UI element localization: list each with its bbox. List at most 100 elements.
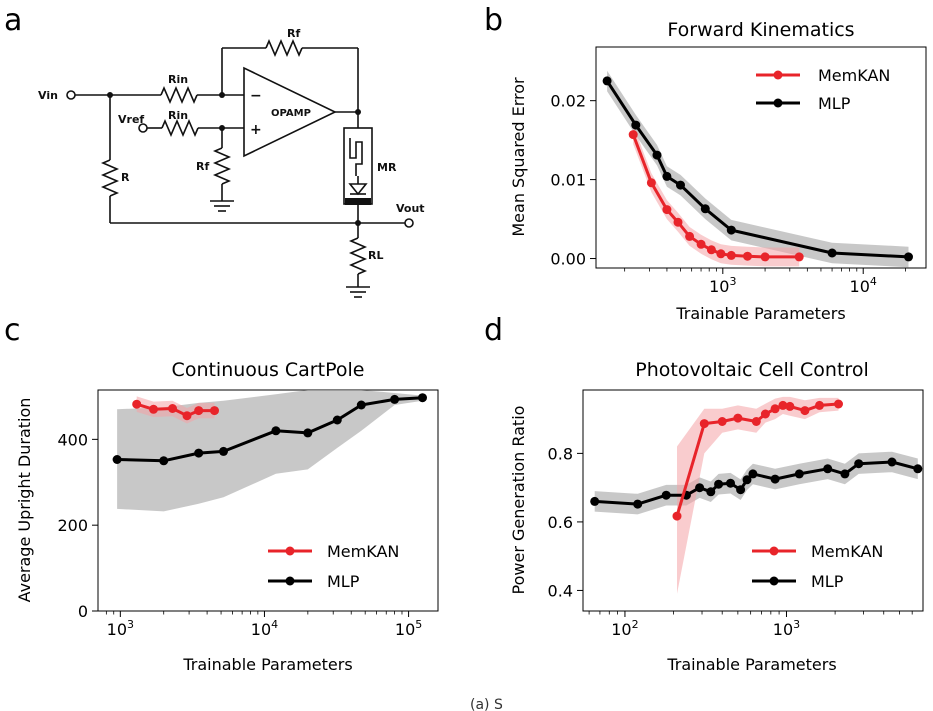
chart-c-point-mlp <box>356 400 366 410</box>
chart-b-point-memkan <box>662 205 672 215</box>
chart-b-point-memkan <box>743 251 752 261</box>
label-rin-1: Rin <box>168 73 188 86</box>
chart-c-point-mlp <box>112 455 122 464</box>
chart-d-point-mlp <box>887 457 897 467</box>
chart-d-point-mlp <box>726 478 735 488</box>
chart-d-series-group <box>590 396 923 594</box>
chart-c-plot-area <box>97 389 439 612</box>
chart-d-point-mlp <box>695 483 705 493</box>
chart-d-legend-memkan: MemKAN <box>811 542 883 561</box>
chart-c-point-memkan <box>168 404 177 413</box>
chart-b-legend-memkan: MemKAN <box>818 66 890 85</box>
chart-d-plot-area <box>582 389 924 612</box>
chart-d-point-memkan <box>785 401 795 411</box>
chart-c-title: Continuous CartPole <box>172 359 365 381</box>
chart-d-ytick-label: 0.4 <box>548 581 573 600</box>
chart-d-point-mlp <box>590 496 600 506</box>
panel-letter-b: b <box>484 3 503 38</box>
chart-d-point-memkan <box>733 413 743 423</box>
chart-d-legend-mlp-marker <box>769 576 779 586</box>
chart-d-point-memkan <box>778 400 788 410</box>
label-vin: Vin <box>38 89 58 102</box>
chart-c-ticks: 103 104 105 0 200 400 <box>57 430 422 639</box>
label-minus: − <box>250 88 262 104</box>
chart-d-title: Photovoltaic Cell Control <box>635 359 868 381</box>
chart-b-band-memkan <box>633 125 800 267</box>
chart-b-point-memkan <box>760 252 770 262</box>
chart-c-point-mlp <box>332 415 342 425</box>
chart-d-point-mlp <box>736 485 746 495</box>
chart-d-point-memkan <box>699 419 709 429</box>
chart-b-band-mlp <box>607 70 909 268</box>
caption-fragment: (a) S <box>470 697 503 711</box>
chart-d-point-mlp <box>770 474 780 484</box>
chart-continuous-cartpole: Continuous CartPole 103 104 105 0 200 400 Tra… <box>15 359 439 674</box>
chart-d-ytick-label: 0.8 <box>548 444 573 463</box>
chart-b-ytick-label: 0.00 <box>550 250 586 269</box>
chart-c-legend: MemKAN MLP <box>268 542 399 591</box>
chart-c-legend-memkan-marker <box>285 546 295 556</box>
chart-c-marks <box>112 390 427 512</box>
chart-b-series-group <box>602 70 913 268</box>
chart-d-xlabel: Trainable Parameters <box>666 655 836 674</box>
chart-c-ylabel: Average Upright Duration <box>15 398 34 603</box>
chart-d-point-memkan <box>760 409 770 419</box>
chart-b-point-memkan <box>673 217 683 227</box>
chart-d-point-mlp <box>854 459 864 469</box>
label-rin-2: Rin <box>168 109 188 122</box>
chart-b-ytick-label: 0.01 <box>550 171 586 190</box>
label-rf-bottom: Rf <box>196 160 209 173</box>
chart-b-point-memkan <box>696 239 706 249</box>
chart-c-point-memkan <box>149 404 158 414</box>
chart-b-point-memkan <box>706 245 716 255</box>
chart-b-xtick-label: 103 <box>709 275 736 296</box>
chart-d-marks <box>590 396 923 594</box>
label-rl: RL <box>368 249 383 262</box>
chart-b-point-mlp <box>631 120 641 130</box>
chart-d-point-mlp <box>794 469 804 479</box>
chart-b-point-memkan <box>685 231 695 241</box>
chart-d-point-mlp <box>748 469 758 479</box>
chart-d-point-memkan <box>770 404 780 414</box>
chart-c-ytick-label: 200 <box>57 516 88 535</box>
chart-d-point-mlp <box>913 464 923 474</box>
chart-b-legend-mlp: MLP <box>818 94 851 113</box>
chart-c-ytick-label: 0 <box>78 602 88 621</box>
chart-c-point-mlp <box>390 394 400 404</box>
chart-c-point-memkan <box>182 411 192 421</box>
chart-photovoltaic-control: Photovoltaic Cell Control 102 103 0.4 0.6 0.… <box>509 359 924 674</box>
chart-d-ytick-label: 0.6 <box>548 513 573 532</box>
chart-c-xtick-label: 105 <box>395 618 422 639</box>
chart-forward-kinematics: Forward Kinematics 103 104 0.00 0.01 0.02 Tr… <box>509 19 927 323</box>
chart-d-xtick-label: 102 <box>611 618 638 639</box>
label-vout: Vout <box>396 202 425 215</box>
chart-c-ytick-label: 400 <box>57 430 88 449</box>
chart-d-point-mlp <box>742 475 752 485</box>
chart-b-ticks: 103 104 0.00 0.01 0.02 <box>550 92 906 296</box>
chart-b-marks <box>602 70 913 268</box>
chart-b-title: Forward Kinematics <box>667 19 854 41</box>
chart-c-point-memkan <box>194 406 204 416</box>
chart-d-legend-memkan-marker <box>769 546 779 556</box>
chart-c-line-mlp <box>117 396 423 463</box>
chart-b-legend-memkan-marker <box>773 70 783 80</box>
chart-b-point-mlp <box>827 248 837 258</box>
chart-c-point-memkan <box>132 399 142 409</box>
chart-d-point-mlp <box>840 469 850 479</box>
chart-b-point-mlp <box>652 150 662 160</box>
chart-d-point-mlp <box>706 487 716 497</box>
chart-b-point-memkan <box>726 250 736 260</box>
label-r: R <box>121 171 130 184</box>
chart-d-ticks: 102 103 0.4 0.6 0.8 <box>548 444 913 639</box>
chart-d-point-memkan <box>800 406 810 416</box>
chart-c-legend-memkan: MemKAN <box>327 542 399 561</box>
label-opamp: OPAMP <box>271 108 311 119</box>
chart-c-legend-mlp-marker <box>285 576 295 586</box>
chart-b-legend: MemKAN MLP <box>756 66 890 113</box>
chart-c-legend-mlp: MLP <box>327 572 360 591</box>
circuit-junctions <box>107 92 361 226</box>
chart-b-xlabel: Trainable Parameters <box>675 304 845 323</box>
chart-c-point-memkan <box>210 406 219 416</box>
chart-b-legend-mlp-marker <box>773 98 783 108</box>
